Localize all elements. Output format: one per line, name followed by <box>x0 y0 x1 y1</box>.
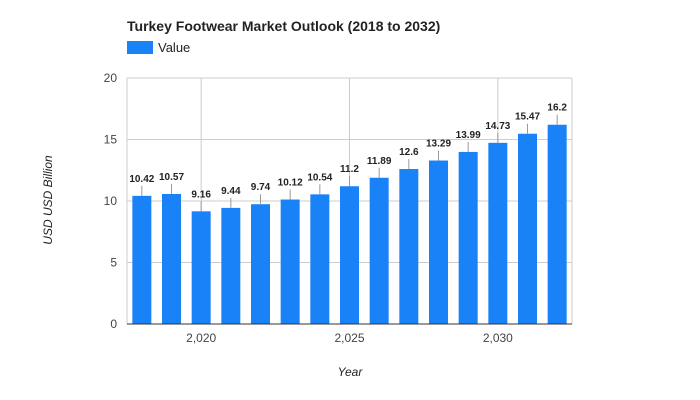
bar[interactable] <box>340 186 359 324</box>
x-tick-label: 2,020 <box>186 331 216 345</box>
data-label: 11.2 <box>340 164 359 175</box>
bar[interactable] <box>280 199 300 324</box>
bar[interactable] <box>162 193 181 324</box>
bar[interactable] <box>132 195 152 324</box>
y-tick-label: 5 <box>110 256 117 270</box>
data-label: 9.16 <box>191 189 211 200</box>
bar[interactable] <box>458 151 478 324</box>
data-label: 9.74 <box>251 182 271 193</box>
data-label: 13.99 <box>456 130 481 141</box>
data-label: 10.54 <box>307 172 332 183</box>
data-labels: 10.42 10.57 9.16 9.44 9.74 10.12 10.54 11.2 11.8… <box>129 103 567 212</box>
data-label: 12.6 <box>399 147 419 158</box>
data-label: 16.2 <box>547 103 567 114</box>
chart-title: Turkey Footwear Market Outlook (2018 to … <box>127 18 440 34</box>
legend-swatch <box>127 41 153 54</box>
bar[interactable] <box>399 169 419 324</box>
bar[interactable] <box>221 207 241 324</box>
bar[interactable] <box>191 211 211 324</box>
y-tick-label: 0 <box>110 317 117 331</box>
bar[interactable] <box>251 204 270 324</box>
bar[interactable] <box>547 124 567 325</box>
y-tick-label: 15 <box>104 133 118 147</box>
data-label: 10.12 <box>278 178 303 189</box>
x-tick-label: 2,030 <box>483 331 513 345</box>
data-label: 10.57 <box>159 172 184 183</box>
bar[interactable] <box>429 160 448 324</box>
data-label: 10.42 <box>129 174 154 185</box>
x-axis-title: Year <box>338 365 364 379</box>
legend-label: Value <box>158 40 190 55</box>
data-label: 15.47 <box>515 112 540 123</box>
bar[interactable] <box>488 142 508 324</box>
data-label: 9.44 <box>221 186 241 197</box>
bar[interactable] <box>518 133 537 324</box>
bar[interactable] <box>310 194 330 324</box>
y-tick-label: 10 <box>104 194 118 208</box>
bar[interactable] <box>369 177 389 324</box>
y-tick-label: 20 <box>104 71 118 85</box>
y-axis-title: USD USD Billion <box>41 155 55 245</box>
data-label: 11.89 <box>367 156 392 167</box>
bars <box>127 124 572 325</box>
data-label: 13.29 <box>426 139 451 150</box>
x-tick-label: 2,025 <box>334 331 364 345</box>
data-label: 14.73 <box>485 121 510 132</box>
legend[interactable]: Value <box>127 40 190 55</box>
x-axis-ticks: 2,020 2,025 2,030 <box>186 331 513 345</box>
y-axis-ticks: 0 5 10 15 20 <box>104 71 118 331</box>
